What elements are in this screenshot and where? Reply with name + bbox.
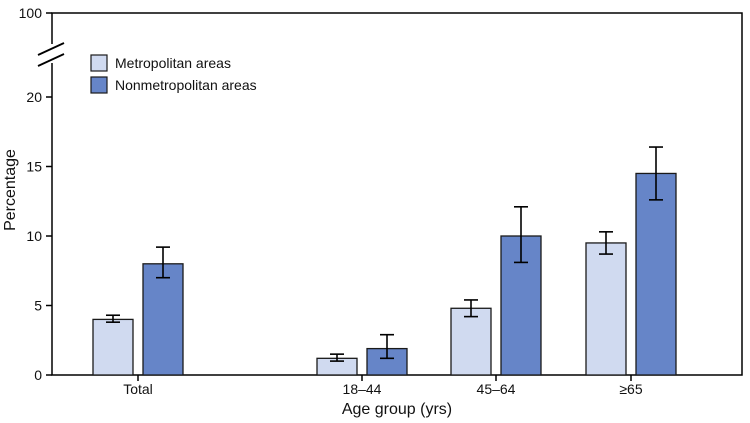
y-tick-label-top: 100 xyxy=(19,5,43,21)
legend-swatch xyxy=(90,54,108,72)
y-axis-ticks: 0 5 10 15 20 100 xyxy=(19,5,52,383)
y-axis-break xyxy=(36,42,65,67)
x-tick-label: 18–44 xyxy=(343,381,382,397)
x-axis-title: Age group (yrs) xyxy=(342,401,452,418)
axis-break-slash-upper xyxy=(37,42,65,56)
legend-swatch xyxy=(90,76,108,94)
x-tick-label: Total xyxy=(123,381,153,397)
y-tick-label: 10 xyxy=(26,228,42,244)
bar xyxy=(92,318,134,376)
y-tick-label: 5 xyxy=(34,298,42,314)
legend: Metropolitan areas Nonmetropolitan areas xyxy=(90,54,257,94)
bar xyxy=(585,242,627,376)
x-tick-label: 45–64 xyxy=(477,381,516,397)
bar xyxy=(450,307,492,376)
bars-layer xyxy=(92,146,677,376)
y-tick-label: 20 xyxy=(26,89,42,105)
bar xyxy=(142,263,184,376)
y-axis-title: Percentage xyxy=(2,149,19,231)
legend-label: Metropolitan areas xyxy=(115,55,231,71)
legend-label: Nonmetropolitan areas xyxy=(115,77,257,93)
bar xyxy=(635,172,677,376)
y-tick-label: 15 xyxy=(26,159,42,175)
y-tick-label: 0 xyxy=(34,367,42,383)
x-tick-label: ≥65 xyxy=(619,381,642,397)
x-axis-ticks: Total 18–44 45–64 ≥65 xyxy=(123,375,643,397)
axis-break-slash-lower xyxy=(37,53,65,67)
